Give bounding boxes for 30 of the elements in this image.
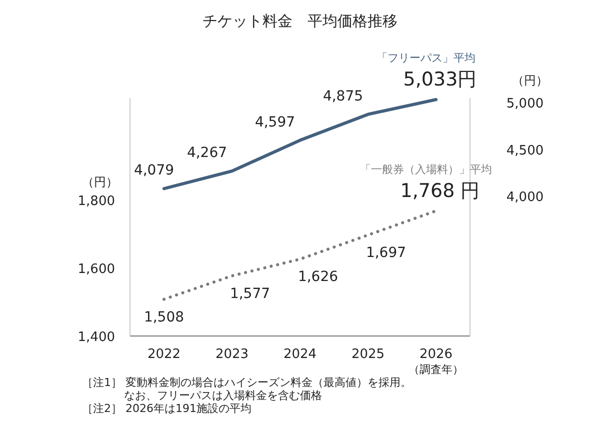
data-label: 4,597	[254, 114, 296, 130]
y-axis-title: （円）	[82, 175, 118, 189]
x-tick-label: 2026 （調査年）	[408, 347, 464, 376]
data-label: 1,626	[298, 269, 338, 286]
y2-axis-title: （円）	[512, 74, 548, 88]
y-tick-label: 1,600	[78, 262, 115, 277]
x-tick-label: 2024	[283, 347, 317, 362]
data-label: 1,697	[366, 245, 406, 262]
data-label: 1,577	[230, 286, 270, 302]
y2-tick-label: 4,500	[506, 143, 544, 158]
text: ［注1］ 変動料金制の場合はハイシーズン料金（最高値）を採用。	[82, 376, 412, 389]
y-tick-label: 1,800	[78, 194, 115, 209]
text: ［注2］ 2026年は191施設の平均	[82, 402, 252, 415]
data-label: 5,033円	[403, 68, 477, 91]
text: 「フリーパス」平均	[376, 52, 476, 65]
x-tick-label: 2023	[215, 347, 249, 362]
y2-tick-label: 5,000	[506, 96, 544, 112]
data-label: 4,079	[134, 162, 174, 179]
data-label: 1,768 円	[400, 180, 480, 202]
chart-title: チケット料金 平均価格推移	[202, 12, 398, 30]
x-tick-label: 2025	[351, 347, 385, 362]
y2-tick-label: 4,000	[506, 190, 544, 205]
text: 「一般券（入場料）」平均	[360, 162, 492, 176]
line-series	[162, 209, 438, 301]
text: なお、フリーパスは入場料金を含む価格	[124, 389, 322, 402]
data-label: 4,875	[322, 88, 364, 104]
x-tick-label: 2022	[147, 347, 181, 362]
y-tick-label: 1,400	[78, 330, 115, 345]
data-label: 4,267	[186, 145, 228, 162]
data-label: 1,508	[144, 309, 184, 326]
